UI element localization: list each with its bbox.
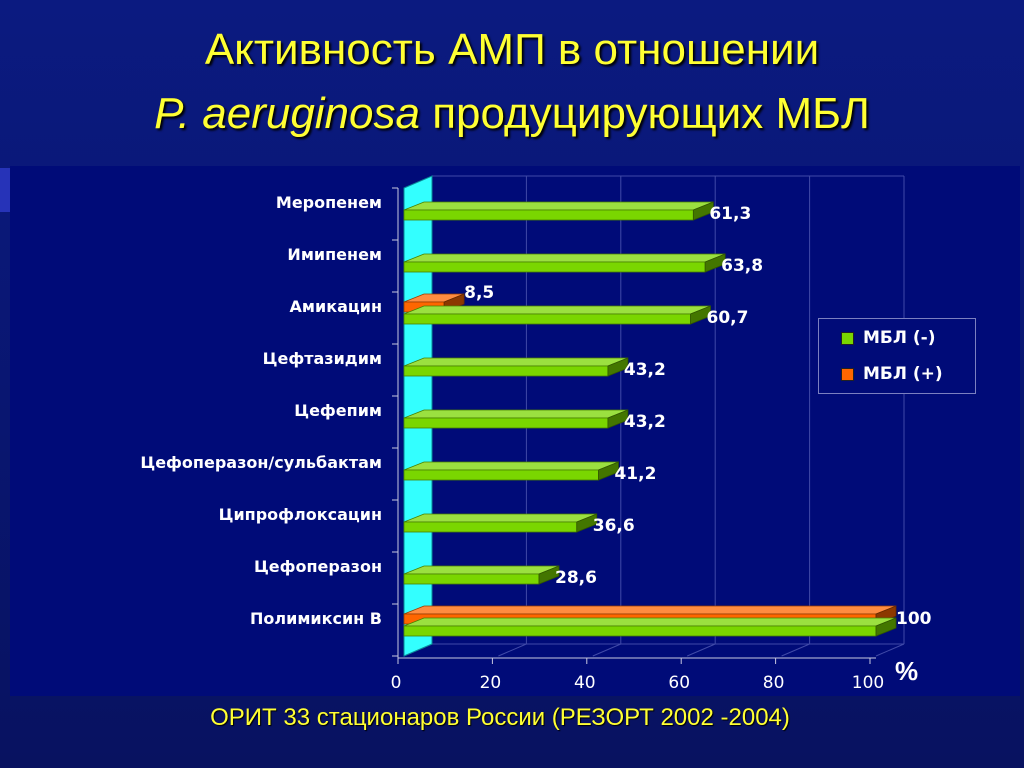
floor-line-80 (781, 643, 810, 657)
bar-mbl-minus-8-top (403, 617, 897, 627)
category-label-6: Ципрофлоксацин (219, 505, 382, 524)
chart-legend: МБЛ (-) МБЛ (+) (818, 318, 976, 394)
axis-unit-percent: % (895, 656, 919, 686)
legend-label-mbl-plus: МБЛ (+) (863, 364, 943, 384)
bar-mbl-minus-2-top (403, 305, 711, 315)
bar-mbl-minus-5 (403, 461, 619, 481)
bar-mbl-minus-3-top (403, 357, 629, 367)
source-footnote: ОРИТ 33 стационаров России (РЕЗОРТ 2002 … (210, 704, 790, 731)
bar-mbl-minus-7-front (403, 573, 540, 585)
value-label-mbl-minus-1: 63,8 (721, 256, 763, 276)
bar-mbl-minus-2 (403, 305, 711, 325)
category-label-4: Цефепим (294, 401, 382, 420)
category-label-3: Цефтазидим (263, 349, 382, 368)
bar-mbl-minus-7-side (538, 565, 560, 585)
floor-line-60 (687, 643, 716, 657)
title-organism-name: P. aeruginosa (154, 89, 420, 138)
category-label-8: Полимиксин В (250, 609, 382, 628)
title-accent-strip (0, 168, 10, 212)
bar-mbl-minus-2-front (403, 313, 691, 325)
legend-swatch-mbl-minus (841, 332, 854, 345)
category-label-0: Меропенем (276, 193, 382, 212)
bar-mbl-minus-8 (403, 617, 897, 637)
value-label-mbl-minus-5: 41,2 (614, 464, 656, 484)
value-label-mbl-plus-2: 8,5 (464, 283, 494, 303)
floor-line-40 (592, 643, 621, 657)
bar-mbl-minus-7-top (403, 565, 560, 575)
bar-mbl-plus-8-top (403, 605, 897, 615)
title-rest: продуцирующих МБЛ (419, 89, 870, 138)
value-label-mbl-minus-7: 28,6 (555, 568, 597, 588)
bar-mbl-minus-3-front (403, 365, 609, 377)
bar-mbl-minus-7 (403, 565, 560, 585)
legend-swatch-mbl-plus (841, 368, 854, 381)
value-label-mbl-minus-3: 43,2 (624, 360, 666, 380)
x-tick-label-80: 80 (763, 673, 785, 693)
bar-mbl-minus-6-top (403, 513, 597, 523)
x-tick-label-0: 0 (391, 673, 402, 693)
x-tick-label-100: 100 (852, 673, 884, 693)
bar-mbl-minus-4-top (403, 409, 629, 419)
bar-mbl-minus-0-top (403, 201, 714, 211)
bar-mbl-minus-0-side (692, 201, 714, 221)
category-label-2: Амикацин (290, 297, 382, 316)
bar-mbl-minus-2-side (690, 305, 711, 325)
floor-line-20 (498, 643, 527, 657)
bar-mbl-minus-4-side (607, 409, 629, 429)
bar-mbl-minus-1-side (704, 253, 726, 273)
bar-chart: 0 20 40 60 80 100 Меропенем 61,3 Имипенем 63,8 Ами… (140, 175, 932, 693)
slide-title-line-1: Активность АМП в отношении (204, 25, 820, 74)
category-label-1: Имипенем (287, 245, 382, 264)
bar-mbl-minus-6-front (403, 521, 578, 533)
bar-mbl-minus-5-front (403, 469, 599, 481)
value-label-mbl-minus-0: 61,3 (709, 204, 751, 224)
floor-line-100 (875, 643, 905, 657)
legend-label-mbl-minus: МБЛ (-) (863, 328, 936, 348)
x-tick-label-20: 20 (480, 673, 502, 693)
bar-mbl-minus-0 (403, 201, 714, 221)
bar-mbl-minus-4-front (403, 417, 609, 429)
category-label-7: Цефоперазон (254, 557, 382, 576)
bar-mbl-minus-0-front (403, 209, 694, 221)
bar-mbl-minus-4 (403, 409, 629, 429)
bar-mbl-minus-5-side (598, 461, 619, 481)
bar-mbl-minus-3 (403, 357, 629, 377)
bar-mbl-minus-1-front (403, 261, 706, 273)
bar-mbl-minus-5-top (403, 461, 619, 471)
bar-mbl-minus-6 (403, 513, 598, 533)
bar-mbl-minus-3-side (607, 357, 629, 377)
x-tick-label-40: 40 (574, 673, 596, 693)
bar-mbl-minus-1-top (403, 253, 726, 263)
category-label-5: Цефоперазон/сульбактам (140, 453, 382, 472)
bar-mbl-minus-8-side (875, 617, 897, 637)
value-label-mbl-minus-2: 60,7 (707, 308, 749, 328)
value-label-mbl-plus-8: 100 (896, 609, 932, 629)
value-label-mbl-minus-4: 43,2 (624, 412, 666, 432)
bar-mbl-minus-8-front (403, 625, 877, 637)
value-label-mbl-minus-6: 36,6 (593, 516, 635, 536)
slide-title-line-2: P. aeruginosa продуцирующих МБЛ (0, 86, 1024, 142)
bar-mbl-minus-1 (403, 253, 726, 273)
bar-mbl-minus-6-side (576, 513, 598, 533)
x-tick-label-60: 60 (668, 673, 690, 693)
